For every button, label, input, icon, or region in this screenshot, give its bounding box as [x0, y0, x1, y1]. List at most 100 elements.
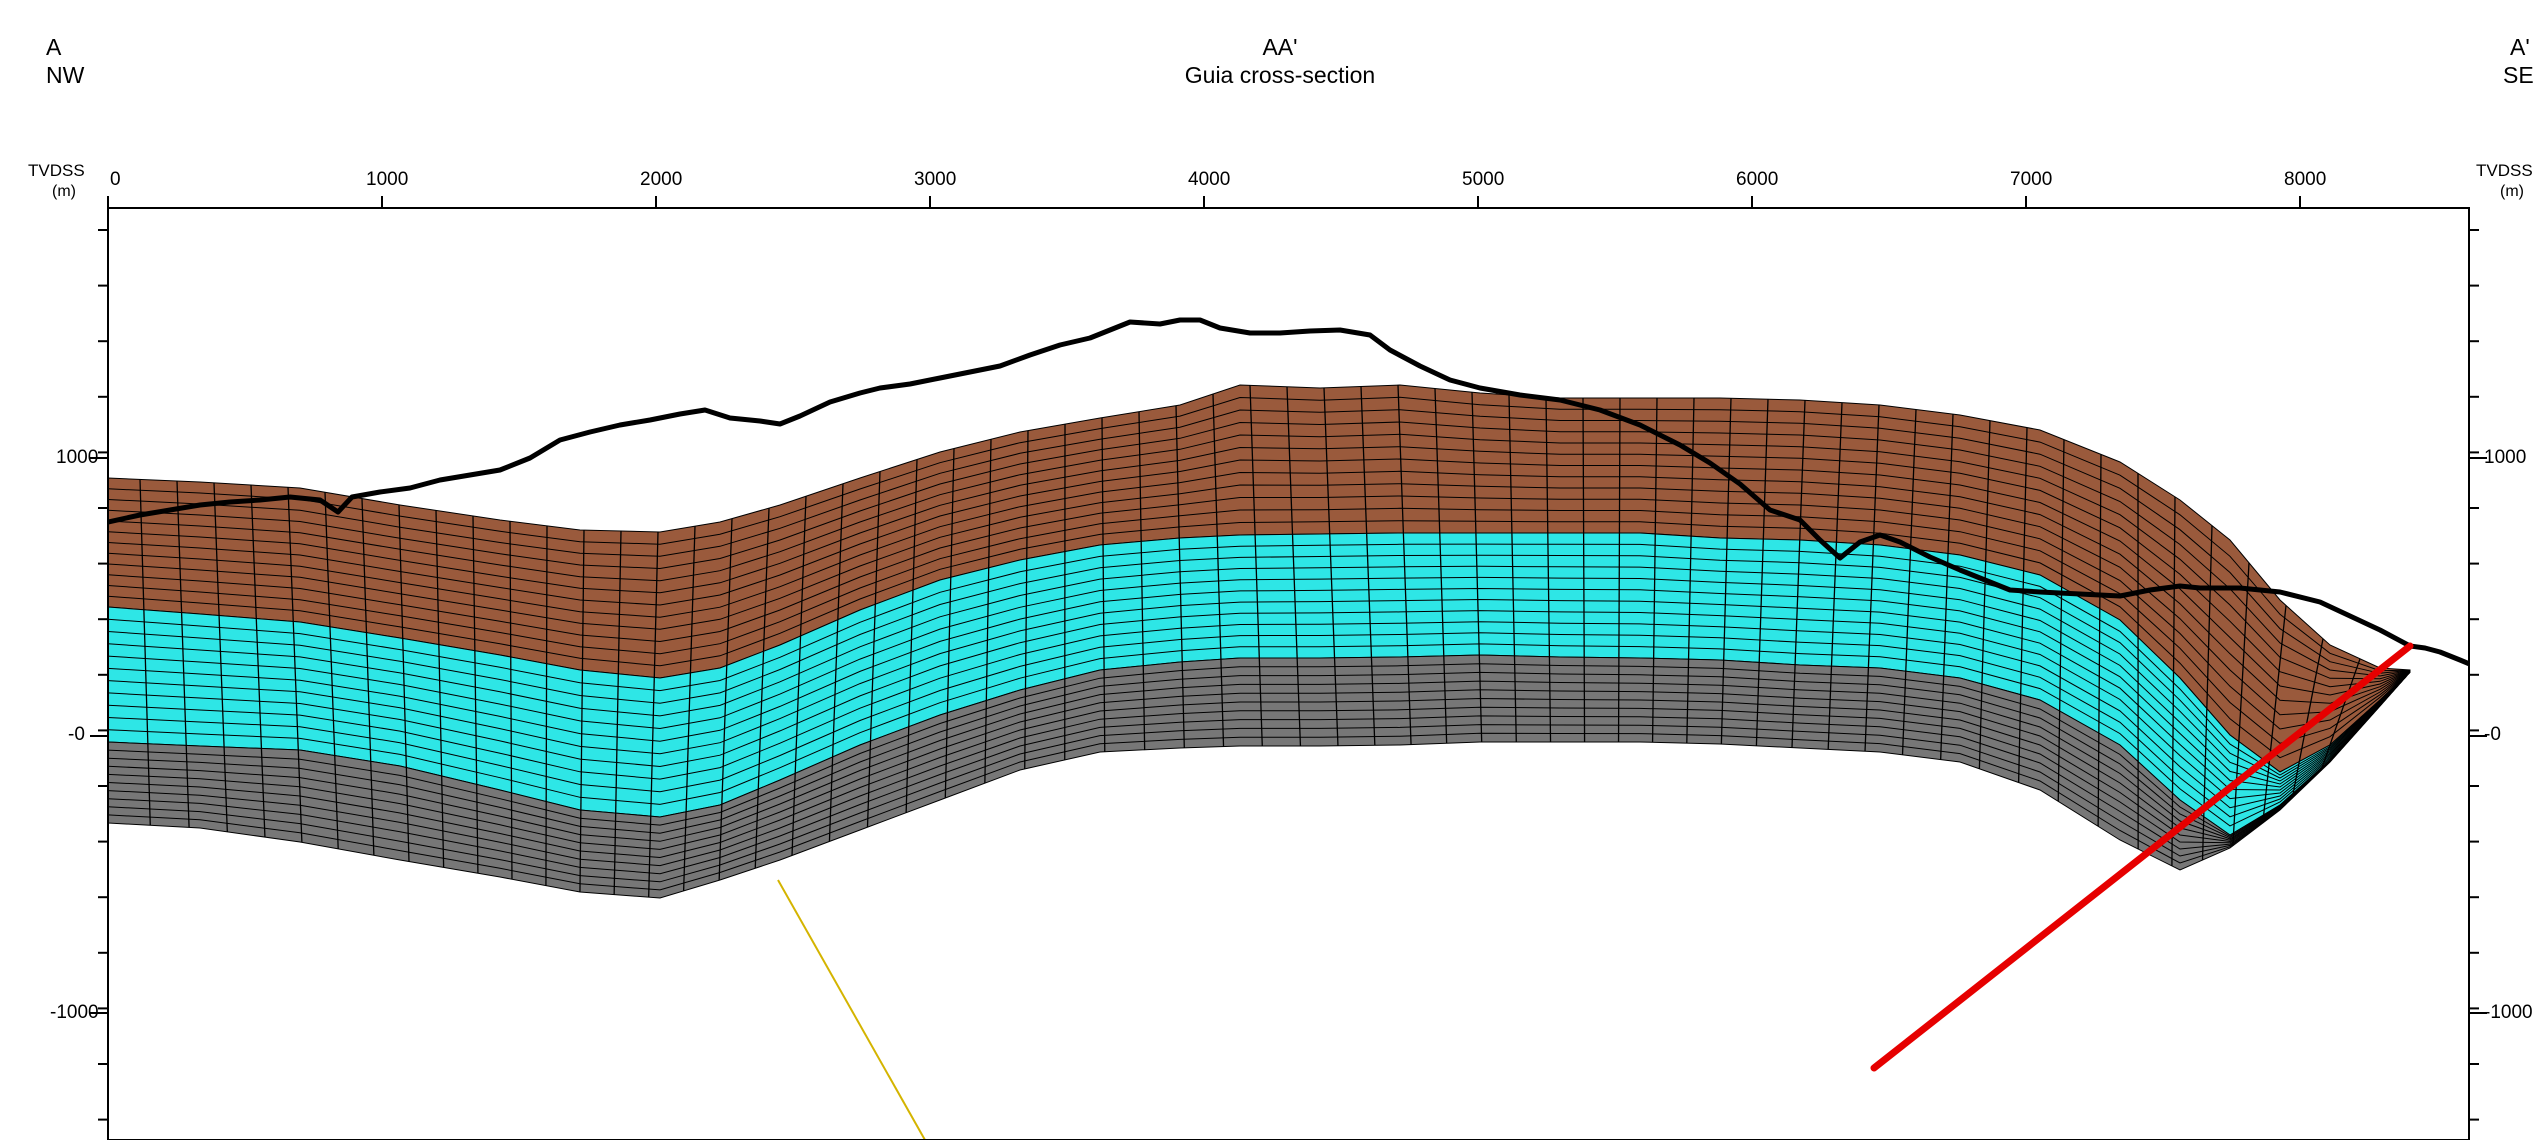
layer-grid-line	[108, 576, 2411, 785]
geology-layers	[108, 317, 2469, 1140]
layer-grid-line	[108, 671, 2411, 842]
column-grid-line	[2320, 658, 2361, 771]
layer-grid-line	[108, 421, 2411, 677]
axis-ticks	[90, 196, 2487, 1121]
layer-grid-line	[108, 671, 2411, 859]
column-grid-line	[1940, 414, 1954, 760]
layer-grid-line	[108, 520, 2411, 759]
x-tick-label: 2000	[640, 169, 682, 190]
column-grid-line	[905, 459, 918, 813]
column-grid-line	[1323, 387, 1339, 746]
column-grid-line	[648, 531, 659, 898]
layer-grid-lines	[108, 396, 2411, 891]
column-grid-line	[139, 479, 151, 826]
column-grid-line	[1864, 404, 1880, 752]
x-tick-label: 1000	[366, 169, 408, 190]
left-axis-unit: (m)	[52, 183, 76, 200]
column-grid-line	[1360, 386, 1376, 746]
column-grid-line	[754, 508, 770, 869]
column-grid-line	[1397, 385, 1412, 745]
left-axis-label: TVDSS	[28, 161, 85, 180]
layer-grid-line	[108, 495, 2411, 730]
layer-grid-line	[108, 587, 2411, 788]
x-tick-labels: 0 1000 2000 3000 4000 5000 6000 7000 800…	[110, 169, 2326, 190]
section-title: AA'	[1262, 34, 1298, 60]
column-grid-line	[1651, 397, 1658, 743]
column-grid-line	[791, 496, 807, 856]
section-end-label: A'	[2510, 34, 2530, 60]
column-grid-line	[1827, 402, 1843, 750]
column-grid-line	[2232, 562, 2250, 846]
topography-line	[108, 317, 2469, 667]
column-grid-line	[1212, 393, 1225, 747]
layer-grid-line	[108, 671, 2411, 850]
column-grid-line	[2291, 638, 2324, 799]
column-grid-line	[984, 439, 992, 784]
column-grid-line	[435, 510, 445, 868]
x-tick-label: 0	[110, 169, 121, 190]
column-grid-line	[1791, 400, 1806, 748]
layer-grid-line	[108, 483, 2411, 716]
column-grid-line	[866, 471, 881, 828]
column-grid-line	[1582, 397, 1586, 743]
plot-frame	[107, 207, 2470, 1140]
layer-grid-line	[108, 409, 2411, 674]
layer-grid-line	[108, 433, 2411, 680]
section-subtitle: Guia cross-section	[1184, 62, 1376, 88]
column-grid-line	[579, 530, 585, 892]
column-grid-line	[1471, 392, 1483, 743]
column-grid-line	[398, 504, 410, 862]
right-axis-unit: (m)	[2500, 183, 2524, 200]
column-grid-line	[176, 480, 190, 828]
layer-grid-line	[108, 458, 2411, 696]
column-grid-line	[1249, 385, 1263, 747]
column-grid-line	[718, 518, 733, 881]
column-grid-line	[2057, 439, 2065, 802]
layer-grid-line	[108, 671, 2411, 891]
column-grid-line	[2097, 454, 2102, 827]
column-grid-line	[361, 498, 375, 856]
column-grid-line	[944, 448, 955, 799]
column-grid-line	[250, 485, 266, 838]
layer-grid-line	[108, 671, 2411, 883]
layer-grid-line	[108, 610, 2411, 800]
column-grid-line	[1508, 394, 1517, 743]
x-tick-label: 8000	[2284, 169, 2326, 190]
layer-grid-line	[108, 543, 2411, 776]
column-grid-line	[213, 482, 228, 832]
column-grid-line	[613, 531, 622, 895]
column-grid-line	[1755, 399, 1769, 746]
column-grid-lines	[139, 385, 2361, 898]
left-y-tick-label: -0	[68, 724, 85, 745]
right-y-tick-label: -1000	[2484, 1002, 2533, 1023]
fault-line	[1870, 642, 2414, 1072]
column-grid-line	[287, 487, 303, 843]
column-grid-line	[2171, 496, 2176, 866]
x-tick-label: 5000	[1462, 169, 1504, 190]
right-y-tick-label: -0	[2484, 724, 2501, 745]
layer-grid-line	[108, 663, 2411, 837]
layer-grid-line	[108, 671, 2411, 839]
left-y-tick-label: 1000	[56, 447, 98, 468]
column-grid-line	[2262, 605, 2287, 824]
column-grid-line	[1024, 430, 1029, 769]
right-y-tick-label: 1000	[2484, 447, 2526, 468]
layer-grid-line	[108, 470, 2411, 704]
column-grid-line	[1720, 398, 1732, 745]
column-grid-line	[509, 521, 513, 880]
section-end-direction: SE	[2503, 62, 2534, 88]
column-grid-line	[1617, 397, 1621, 743]
column-grid-line	[1175, 405, 1185, 748]
column-grid-line	[1286, 386, 1302, 747]
column-grid-line	[2017, 427, 2028, 783]
layer-grid-line	[108, 565, 2411, 782]
layer-grid-line	[108, 671, 2411, 875]
column-grid-line	[324, 492, 339, 849]
section-start-label: A	[46, 34, 62, 60]
column-grid-line	[1978, 420, 1991, 769]
x-tick-label: 6000	[1736, 169, 1778, 190]
column-grid-line	[1901, 409, 1917, 755]
layer-grid-line	[108, 507, 2411, 744]
layer-grid-line	[108, 621, 2411, 809]
